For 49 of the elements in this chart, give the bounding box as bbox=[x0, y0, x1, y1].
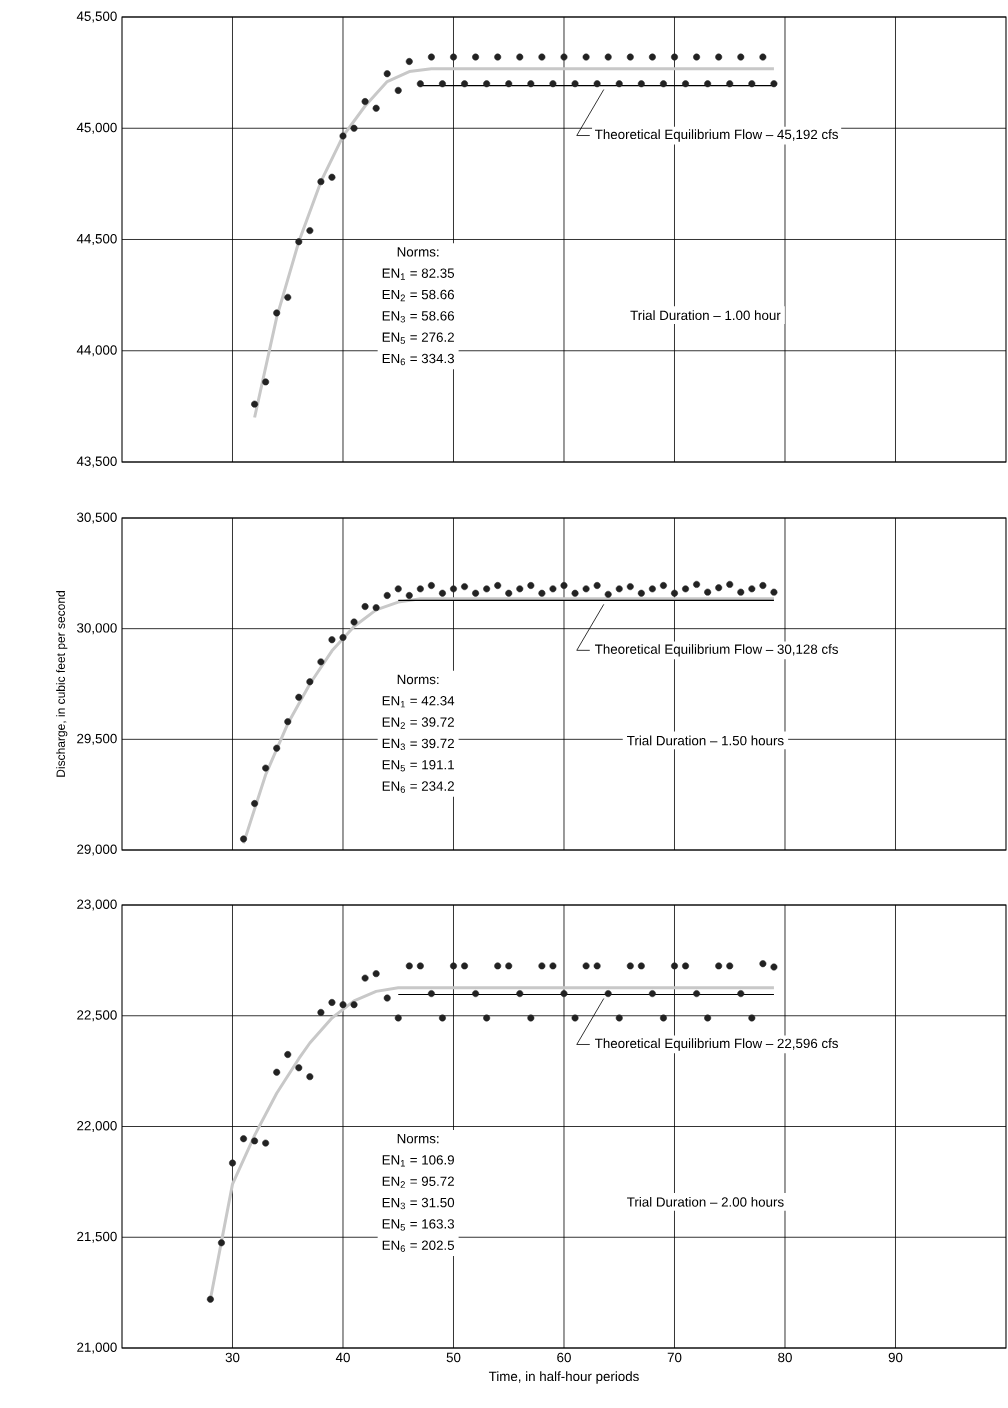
annotation: EN$_{6}$ = 234.2 bbox=[382, 781, 454, 793]
y-tick-label: 44,500 bbox=[76, 234, 117, 246]
x-tick-label: 70 bbox=[667, 1352, 682, 1363]
x-tick-label: 90 bbox=[888, 1352, 903, 1363]
annotation: EN$_{3}$ = 58.66 bbox=[382, 311, 455, 323]
annotation: EN$_{1}$ = 82.35 bbox=[382, 268, 455, 280]
annotation: EN$_{6}$ = 202.5 bbox=[382, 1240, 455, 1252]
y-tick-label: 22,000 bbox=[77, 1121, 117, 1133]
annotation: Trial Duration – 2.00 hours bbox=[627, 1196, 784, 1207]
annotation: EN$_{6}$ = 334.3 bbox=[382, 353, 455, 366]
annotation: EN$_{2}$ = 58.66 bbox=[382, 289, 455, 302]
y-tick-label: 22,500 bbox=[77, 1010, 117, 1022]
x-tick-label: 30 bbox=[225, 1352, 240, 1363]
annotation: EN$_{2}$ = 95.72 bbox=[382, 1176, 454, 1188]
annotation: EN$_{5}$ = 163.3 bbox=[382, 1219, 455, 1231]
y-tick-label: 45,000 bbox=[76, 122, 117, 134]
annotation: EN$_{2}$ = 39.72 bbox=[382, 717, 454, 729]
annotation: Trial Duration – 1.00 hour bbox=[630, 310, 781, 321]
x-tick-label: 40 bbox=[335, 1352, 350, 1363]
annotation: EN$_{5}$ = 276.2 bbox=[382, 332, 454, 344]
point bbox=[206, 1295, 214, 1303]
x-tick-label: 80 bbox=[778, 1352, 792, 1363]
y-tick-label: 30,000 bbox=[77, 623, 117, 635]
y-tick-label: 43,500 bbox=[76, 456, 117, 468]
annotation: EN$_{1}$ = 42.34 bbox=[382, 696, 455, 708]
text: Theoretical Equilibrium Flow – 22,596 cfs bbox=[595, 1038, 838, 1051]
x-tick-label: 60 bbox=[557, 1352, 571, 1363]
y-tick-label: 30,500 bbox=[77, 512, 117, 524]
annotation: Norms: bbox=[397, 674, 439, 685]
annotation: EN$_{1}$ = 106.9 bbox=[382, 1155, 454, 1167]
annotation: Norms: bbox=[397, 247, 439, 257]
y-tick-label: 29,000 bbox=[77, 844, 117, 856]
annotation: EN$_{3}$ = 39.72 bbox=[382, 738, 454, 751]
point bbox=[217, 1239, 225, 1247]
x-tick-label: 50 bbox=[446, 1352, 461, 1363]
y-axis-title: Discharge, in cubic feet per second bbox=[56, 591, 68, 777]
x-axis-title: Time, in half-hour periods bbox=[488, 1371, 639, 1384]
annotation: Trial Duration – 1.50 hours bbox=[627, 735, 784, 746]
annotation: Norms: bbox=[397, 1133, 439, 1144]
y-tick-label: 45,500 bbox=[76, 11, 117, 23]
y-tick-label: 29,500 bbox=[77, 733, 117, 745]
text: Theoretical Equilibrium Flow – 30,128 cfs bbox=[595, 644, 838, 657]
annotation: EN$_{3}$ = 31.50 bbox=[382, 1197, 455, 1210]
y-tick-label: 23,000 bbox=[77, 899, 117, 911]
y-tick-label: 44,000 bbox=[76, 345, 117, 357]
y-tick-label: 21,500 bbox=[77, 1231, 117, 1243]
annotation: EN$_{5}$ = 191.1 bbox=[382, 760, 454, 772]
text: Theoretical Equilibrium Flow – 45,192 cfs bbox=[595, 129, 838, 142]
y-tick-label: 21,000 bbox=[77, 1342, 117, 1354]
